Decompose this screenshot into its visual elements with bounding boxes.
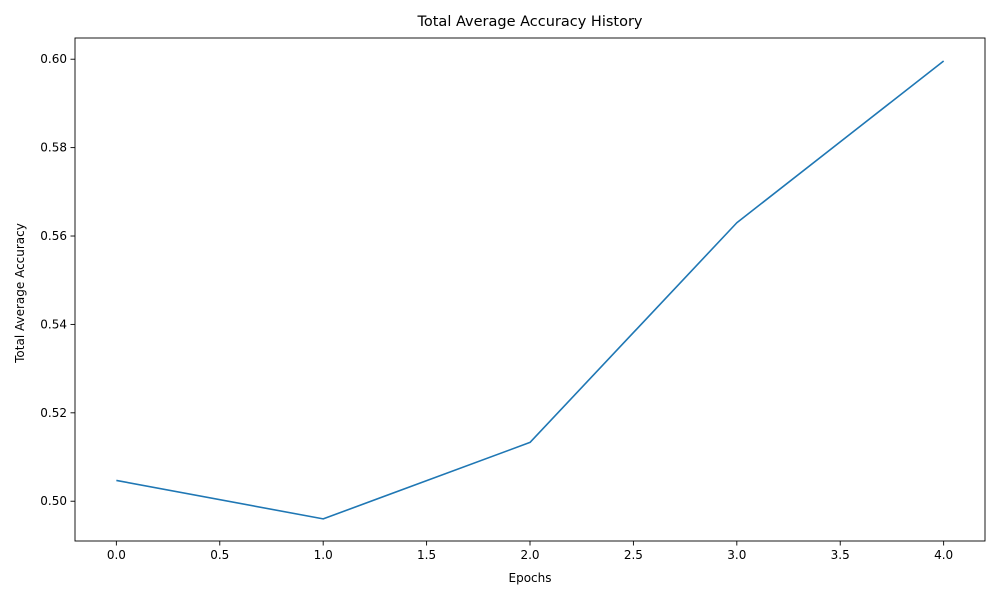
- x-tick-label: 4.0: [934, 548, 953, 562]
- y-axis-title: Total Average Accuracy: [13, 223, 27, 364]
- x-tick-label: 3.0: [727, 548, 746, 562]
- chart-title: Total Average Accuracy History: [416, 14, 642, 30]
- plot-area: 0.0 0.5 1.0 1.5 2.0 2.5 3.0 3.5 4.0 0.50 0.52 0.54 0…: [40, 37, 986, 562]
- y-tick-label: 0.50: [40, 494, 67, 508]
- data-line: [116, 60, 945, 520]
- x-tick-label: 3.5: [831, 548, 850, 562]
- y-tick-label: 0.54: [40, 317, 67, 331]
- x-tick-label: 0.5: [210, 548, 229, 562]
- y-tick-label: 0.60: [40, 52, 67, 66]
- y-tick-label: 0.52: [40, 406, 67, 420]
- x-axis-title: Epochs: [509, 571, 552, 585]
- x-tick-label: 2.0: [520, 548, 539, 562]
- axes-frame: [74, 37, 986, 542]
- x-tick-label: 1.0: [314, 548, 333, 562]
- y-tick-label: 0.58: [40, 141, 67, 155]
- x-tick-label: 2.5: [624, 548, 643, 562]
- x-tick-label: 0.0: [107, 548, 126, 562]
- y-tick-label: 0.56: [40, 229, 67, 243]
- x-tick-label: 1.5: [417, 548, 436, 562]
